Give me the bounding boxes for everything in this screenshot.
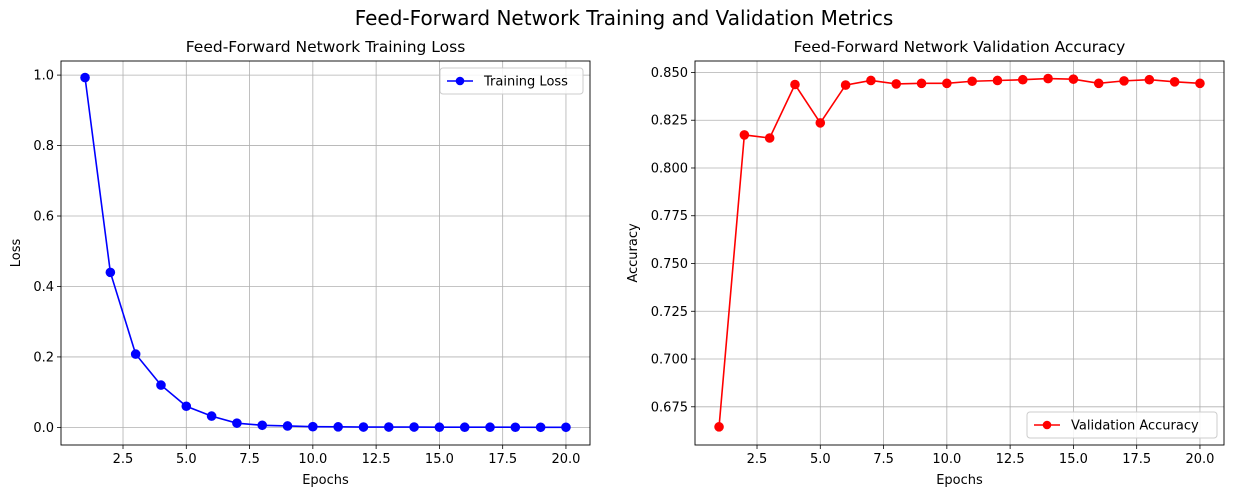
data-point: [535, 422, 546, 433]
legend: Training Loss: [439, 67, 584, 95]
data-point: [739, 130, 750, 140]
data-point: [358, 422, 369, 432]
x-tick-label: 5.0: [176, 452, 197, 467]
data-point: [383, 422, 394, 432]
legend-label: Training Loss: [483, 75, 568, 90]
x-axis-label: Epochs: [936, 473, 983, 488]
data-point: [967, 76, 977, 87]
data-point: [1068, 74, 1079, 84]
plot-frame: [60, 60, 591, 446]
data-point: [1169, 77, 1180, 87]
data-point: [1043, 73, 1053, 84]
y-tick-label: 0.675: [651, 400, 688, 415]
validation-accuracy-chart: 2.5 5.0 7.5 10.0 12.5 15.0 17.5 20.0 0.675 0.700 0…: [626, 38, 1225, 488]
chart-title: Feed-Forward Network Training Loss: [186, 38, 466, 56]
data-point: [257, 420, 268, 431]
data-point: [815, 118, 826, 128]
data-point: [1144, 74, 1155, 85]
y-tick-label: 0.750: [651, 257, 688, 272]
data-point: [80, 72, 90, 83]
y-tick-label: 0.775: [651, 209, 688, 224]
training-loss-chart: 2.5 5.0 7.5 10.0 12.5 15.0 17.5 20.0 0.0 0.2 0.4 0.…: [9, 38, 591, 488]
data-point: [510, 422, 521, 433]
data-point: [764, 133, 775, 143]
y-tick-label: 0.800: [651, 161, 688, 176]
legend-marker: [455, 76, 465, 86]
x-tick-label: 17.5: [1122, 452, 1151, 467]
y-tick-label: 0.2: [33, 350, 54, 365]
data-point: [130, 349, 141, 359]
data-point: [485, 422, 495, 433]
figure-suptitle: Feed-Forward Network Training and Valida…: [355, 6, 894, 30]
y-axis-label: Loss: [9, 239, 24, 268]
y-tick-label: 0.850: [651, 66, 688, 81]
y-tick-label: 1.0: [33, 69, 54, 84]
x-tick-label: 7.5: [239, 452, 260, 467]
x-tick-label: 2.5: [747, 452, 768, 467]
data-point: [1119, 76, 1129, 86]
data-point: [891, 79, 902, 89]
plot-frame: [694, 60, 1225, 446]
data-point: [434, 422, 445, 433]
data-point: [561, 422, 571, 433]
data-point: [308, 421, 318, 432]
legend-box: [439, 67, 584, 95]
y-tick-label: 0.725: [651, 305, 688, 320]
data-point: [105, 267, 116, 278]
x-tick-label: 7.5: [873, 452, 894, 467]
data-point: [790, 79, 800, 90]
data-point: [866, 75, 876, 86]
data-point: [232, 418, 242, 428]
x-tick-label: 15.0: [425, 452, 454, 467]
legend: Validation Accuracy: [1026, 411, 1218, 439]
x-tick-label: 10.0: [298, 452, 327, 467]
x-tick-label: 20.0: [1185, 452, 1214, 467]
x-tick-label: 12.5: [996, 452, 1025, 467]
y-tick-label: 0.700: [651, 353, 688, 368]
x-tick-label: 12.5: [362, 452, 391, 467]
x-tick-label: 15.0: [1059, 452, 1088, 467]
x-tick-label: 10.0: [932, 452, 961, 467]
x-axis-label: Epochs: [302, 473, 349, 488]
legend-label: Validation Accuracy: [1071, 419, 1199, 434]
y-tick-label: 0.6: [33, 210, 54, 225]
data-point: [714, 422, 724, 432]
y-axis-label: Accuracy: [626, 223, 641, 283]
data-point: [1093, 78, 1104, 89]
data-point: [206, 411, 217, 421]
x-tick-label: 17.5: [488, 452, 517, 467]
y-tick-label: 0.825: [651, 114, 688, 129]
legend-box: [1026, 411, 1218, 439]
data-point: [459, 422, 470, 433]
data-point: [942, 78, 952, 89]
data-point: [282, 421, 293, 431]
data-point: [156, 380, 166, 390]
chart-title: Feed-Forward Network Validation Accuracy: [794, 38, 1126, 56]
y-tick-label: 0.0: [33, 421, 54, 436]
data-point: [1195, 78, 1205, 89]
data-point: [181, 401, 192, 412]
data-point: [916, 78, 927, 89]
data-point: [840, 80, 851, 90]
legend-marker: [1042, 420, 1052, 430]
x-tick-label: 5.0: [810, 452, 831, 467]
y-tick-label: 0.8: [33, 139, 54, 154]
data-point: [1017, 74, 1028, 85]
y-tick-label: 0.4: [33, 280, 54, 295]
x-tick-label: 20.0: [551, 452, 580, 467]
data-point: [409, 422, 419, 432]
data-point: [992, 75, 1003, 86]
x-tick-label: 2.5: [113, 452, 134, 467]
data-point: [333, 422, 343, 432]
